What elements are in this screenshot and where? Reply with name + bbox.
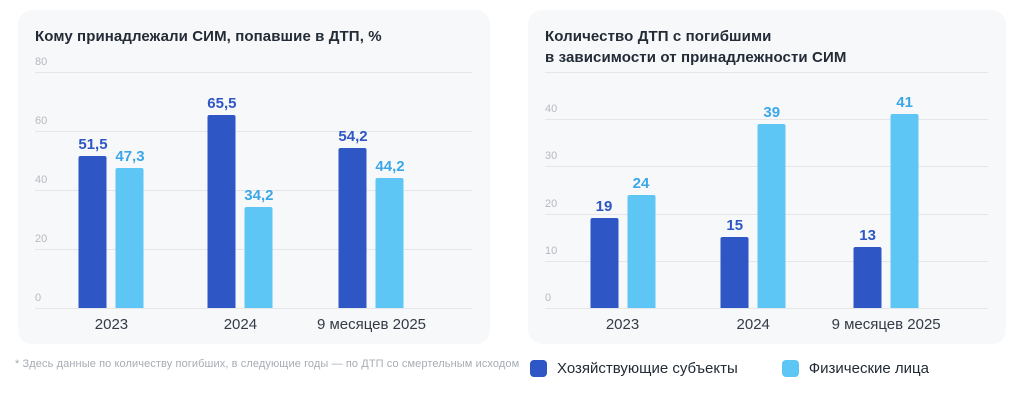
bar-series1-2024: 15 <box>720 218 749 308</box>
chart-card-sim-ownership: Кому принадлежали СИМ, попавшие в ДТП, %… <box>18 10 490 344</box>
bar-value-label: 65,5 <box>207 94 237 112</box>
bar-series1-2023: 51,5 <box>78 137 108 308</box>
bar-value-label: 39 <box>763 103 781 121</box>
gridline-y-40 <box>35 190 472 191</box>
bar-value-label: 54,2 <box>338 128 368 146</box>
gridline-y-0 <box>35 308 472 309</box>
y-axis-tick-label: 40 <box>35 174 48 186</box>
bar-chart-sim-ownership: 0 20 40 60 80 51,5 47,3 2023 65,5 34,2 2024 54,2 44,… <box>35 57 472 333</box>
chart-title-sim-ownership: Кому принадлежали СИМ, попавшие в ДТП, % <box>35 28 382 45</box>
legend-swatch-icon <box>530 360 547 377</box>
bar-value-label: 19 <box>595 198 613 216</box>
bar-group-9 месяцев 2025: 13 41 <box>853 95 919 308</box>
bar-series2-2024: 39 <box>757 105 786 308</box>
legend-item-1: Хозяйствующие субъекты <box>530 360 738 377</box>
x-axis-label-2023: 2023 <box>605 316 640 333</box>
gridline-y-80 <box>35 72 472 73</box>
bar-value-label: 15 <box>726 217 744 235</box>
gridline-y-60 <box>35 131 472 132</box>
bar-chart-fatal-accidents: 0 10 20 30 40 19 24 2023 15 39 2024 13 41 9 месяцев 2… <box>545 72 988 333</box>
y-axis-tick-label: 20 <box>35 233 48 245</box>
bar-value-label: 44,2 <box>375 157 405 175</box>
chart-legend: Хозяйствующие субъекты Физические лица <box>530 360 929 377</box>
y-axis-tick-label: 80 <box>35 56 48 68</box>
x-axis-label-2024: 2024 <box>736 316 770 333</box>
bar-value-label: 34,2 <box>244 187 274 205</box>
chart-title-fatal-accidents: Количество ДТП с погибшими в зависимости… <box>545 28 847 66</box>
x-axis-label-2024: 2024 <box>223 316 258 333</box>
bar-series2-9 месяцев 2025: 41 <box>890 95 919 308</box>
y-axis-tick-label: 20 <box>545 197 558 210</box>
bar-series1-2024: 65,5 <box>207 96 236 308</box>
bar-series2-2023: 47,3 <box>115 149 145 308</box>
legend-item-2: Физические лица <box>781 360 929 377</box>
bar-group-2023: 19 24 <box>590 176 656 308</box>
y-axis-tick-label: 0 <box>35 292 42 304</box>
legend-item-label: Физические лица <box>808 360 929 377</box>
bar-value-label: 13 <box>859 226 876 244</box>
x-axis-label-9 месяцев 2025: 9 месяцев 2025 <box>831 316 941 333</box>
y-axis-tick-label: 40 <box>545 103 558 116</box>
bar-value-label: 51,5 <box>78 136 108 154</box>
bar-group-2024: 15 39 <box>720 105 786 308</box>
y-axis-tick-label: 60 <box>35 115 48 127</box>
bar-group-2023: 51,5 47,3 <box>78 137 145 308</box>
y-axis-tick-label: 30 <box>545 150 558 163</box>
gridline-y-0 <box>545 308 988 309</box>
legend-swatch-icon <box>781 360 799 377</box>
bar-series2-2023: 24 <box>627 176 656 308</box>
chart-card-fatal-accidents: Количество ДТП с погибшими в зависимости… <box>528 10 1006 344</box>
bar-series1-2023: 19 <box>590 199 619 308</box>
x-axis-label-2023: 2023 <box>94 316 129 333</box>
legend-item-label: Хозяйствующие субъекты <box>557 360 738 377</box>
gridline-y-40 <box>545 119 988 121</box>
x-axis-label-9 месяцев 2025: 9 месяцев 2025 <box>316 316 427 333</box>
bar-series2-9 месяцев 2025: 44,2 <box>375 159 405 308</box>
bar-value-label: 41 <box>896 94 913 112</box>
bar-series2-2024: 34,2 <box>244 188 273 308</box>
bar-series1-9 месяцев 2025: 13 <box>853 228 882 308</box>
footnote: * Здесь данные по количеству погибших, в… <box>15 358 520 370</box>
bar-value-label: 24 <box>632 174 650 192</box>
y-axis-tick-label: 0 <box>545 292 552 304</box>
bar-value-label: 47,3 <box>115 148 145 166</box>
gridline-y-50 <box>545 72 988 73</box>
bar-group-2024: 65,5 34,2 <box>207 96 273 308</box>
y-axis-tick-label: 10 <box>545 244 558 257</box>
bar-series1-9 месяцев 2025: 54,2 <box>338 129 368 308</box>
bar-group-9 месяцев 2025: 54,2 44,2 <box>338 129 405 308</box>
